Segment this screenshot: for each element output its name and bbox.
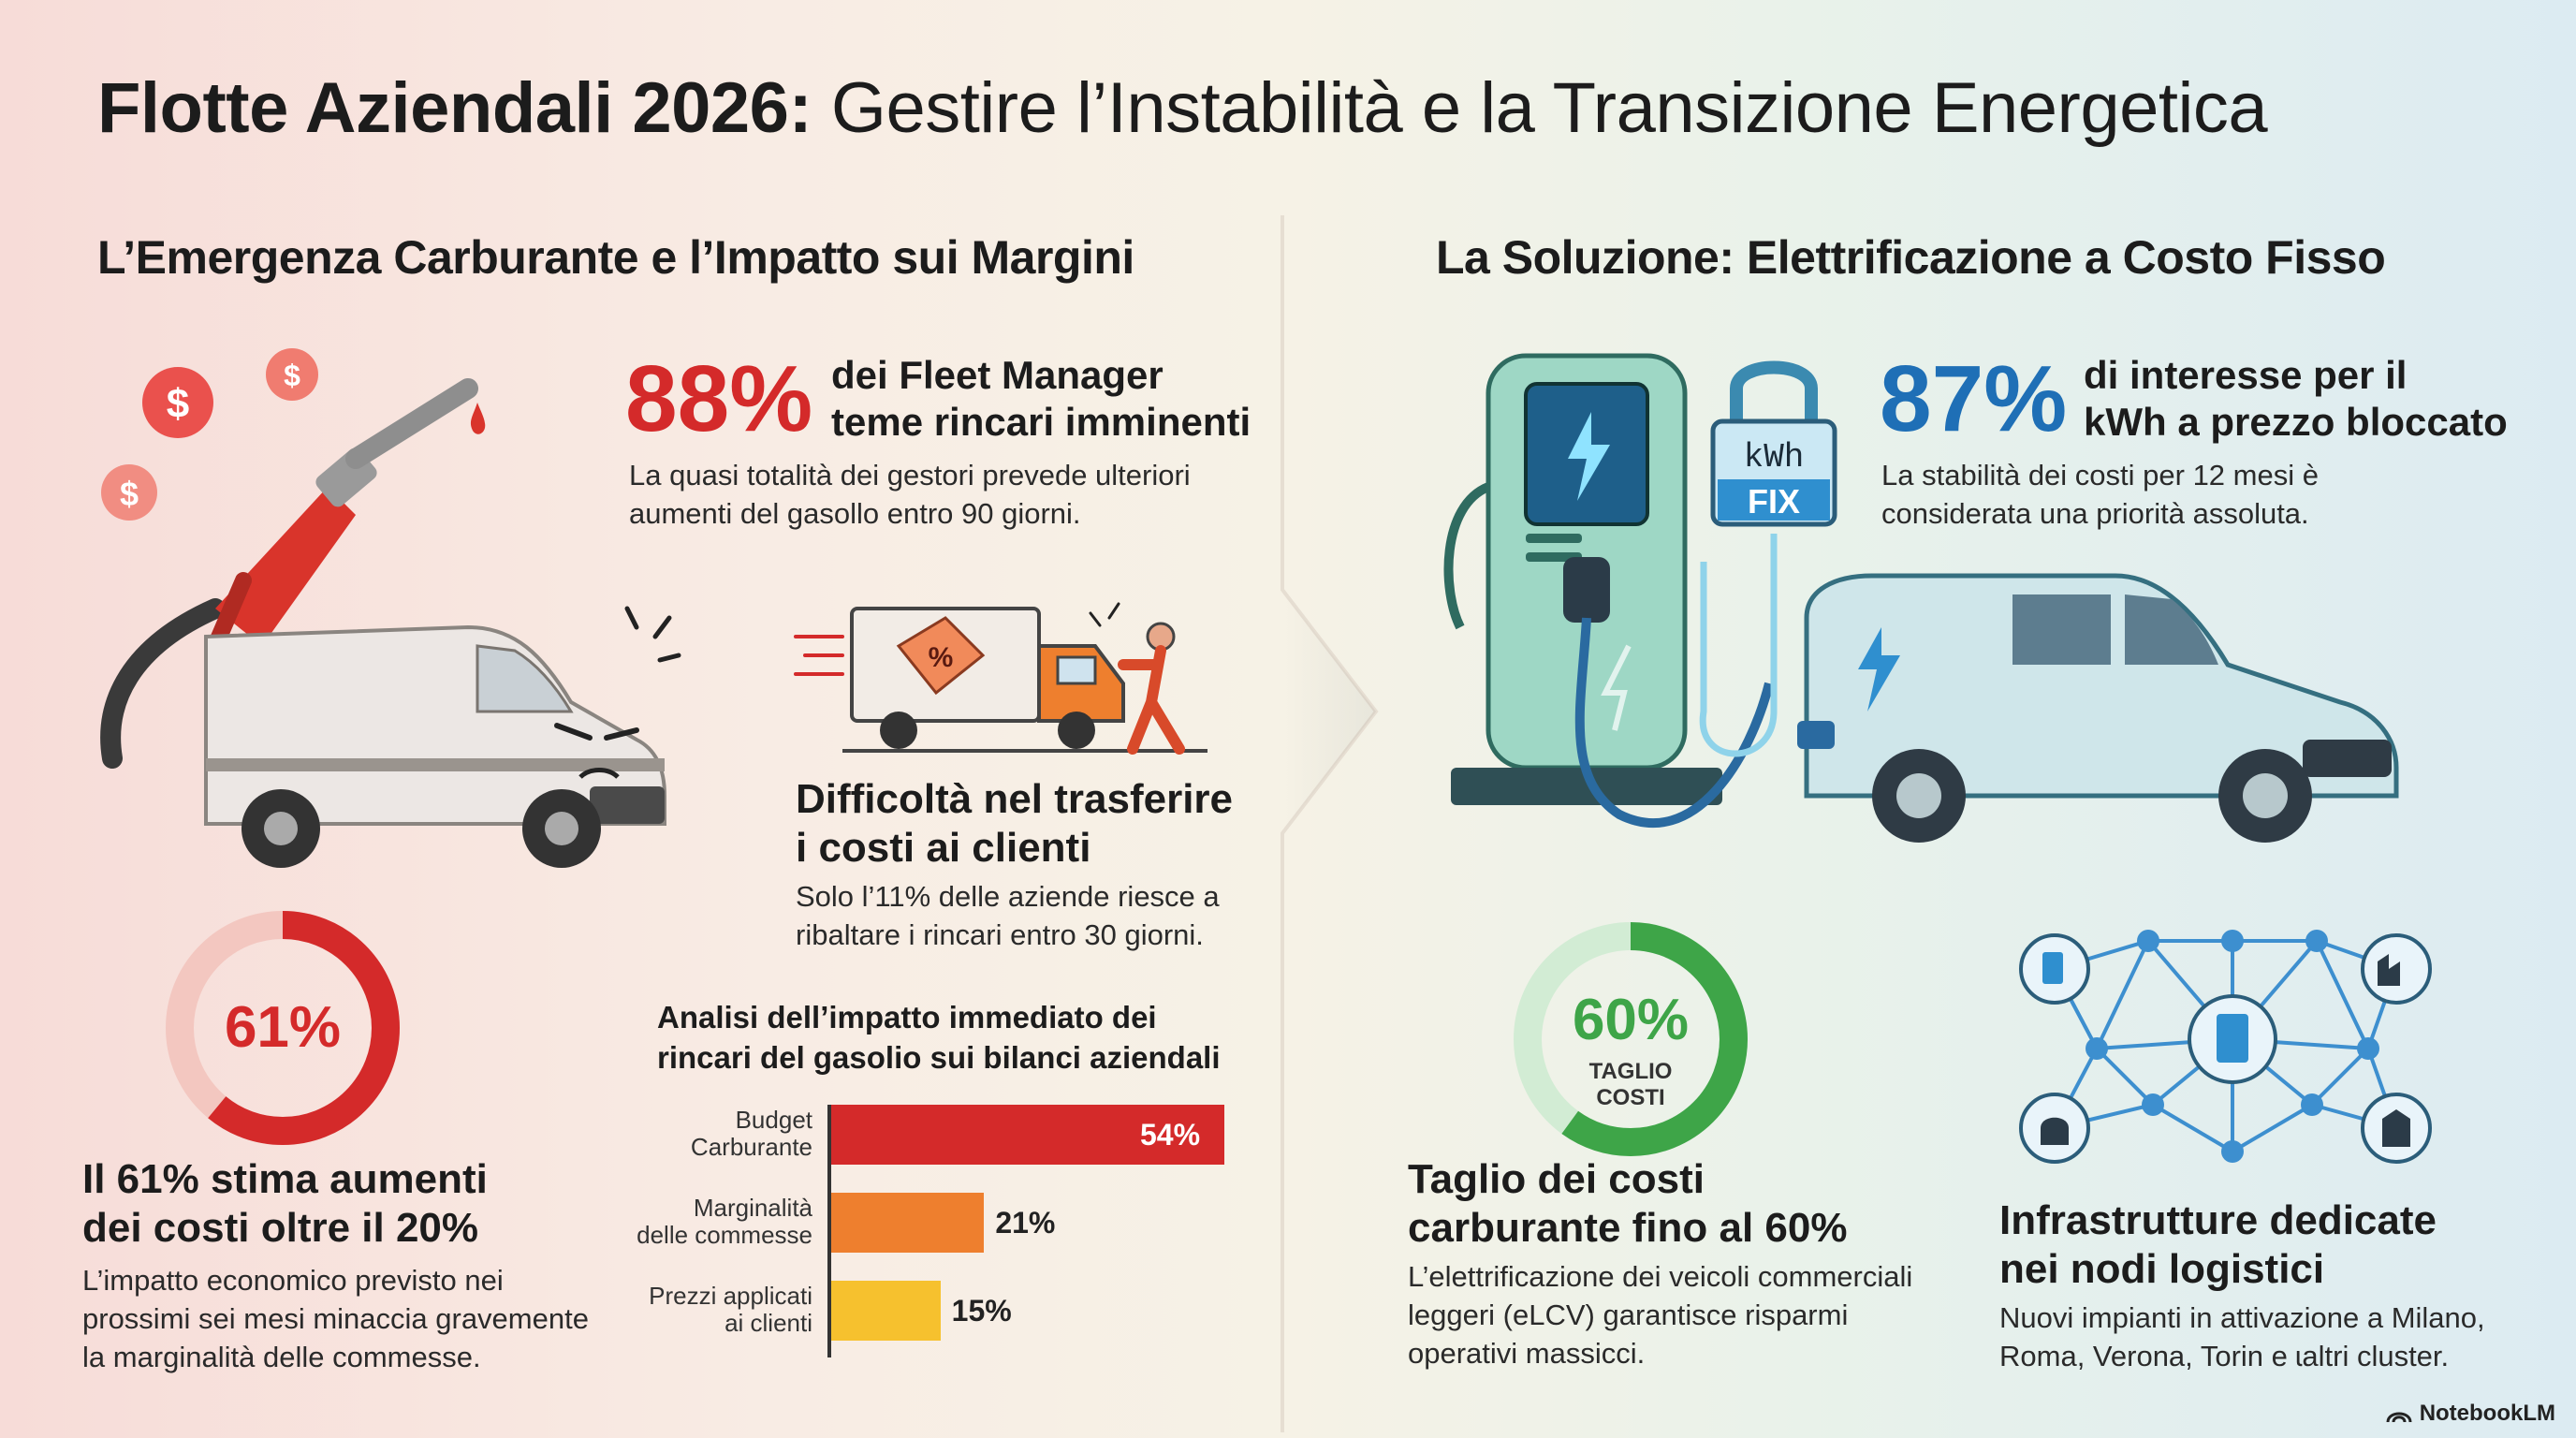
donut-60-sub2: COSTI bbox=[1596, 1085, 1664, 1110]
brand-name: NotebookLM bbox=[2419, 1401, 2555, 1426]
transfer-desc-line1: Solo l’11% delle aziende riesce a bbox=[796, 880, 1220, 913]
chart-title-line1: Analisi dell’impatto immediato dei bbox=[657, 1000, 1157, 1034]
lock-kwh: kWh bbox=[1744, 438, 1805, 477]
donut-61-heading-line2: dei costi oltre il 20% bbox=[82, 1204, 479, 1251]
donut-61-desc: L’impatto economico previsto nei prossim… bbox=[82, 1262, 589, 1377]
bar-category-label-line: Budget bbox=[735, 1106, 812, 1134]
donut-60-desc-line2: leggeri (eLCV) garantisce risparmi bbox=[1408, 1298, 1849, 1331]
electric-van-icon bbox=[1797, 573, 2399, 843]
stat-87-label-line2: kWh a prezzo bloccato bbox=[2084, 400, 2508, 445]
bar bbox=[831, 1281, 941, 1341]
stat-88-label-line1: dei Fleet Manager bbox=[831, 353, 1164, 397]
bar-category-label-line: Carburante bbox=[690, 1132, 812, 1161]
stat-87-desc: La stabilità dei costi per 12 mesi è con… bbox=[1881, 457, 2319, 534]
left-section-heading: L’Emergenza Carburante e l’Impatto sui M… bbox=[97, 231, 1134, 284]
dollar-symbol: $ bbox=[167, 381, 189, 427]
page-title: Flotte Aziendali 2026: Gestire l’Instabi… bbox=[97, 67, 2268, 149]
stat-88-desc: La quasi totalità dei gestori prevede ul… bbox=[629, 457, 1191, 534]
stat-88-desc-line2: aumenti del gasollo entro 90 giorni. bbox=[629, 496, 1081, 530]
dollar-symbol: $ bbox=[120, 475, 139, 513]
bar-value-label: 21% bbox=[995, 1206, 1056, 1240]
stat-87-value: 87% bbox=[1880, 346, 2068, 451]
transfer-heading-line1: Difficoltà nel trasferire bbox=[796, 776, 1234, 822]
donut-61-desc-line3: la marginalità delle commesse. bbox=[82, 1340, 481, 1373]
dollar-coin-small-icon: $ bbox=[101, 464, 157, 521]
dollar-symbol: $ bbox=[284, 359, 300, 392]
donut-61: 61% bbox=[166, 911, 400, 1145]
bar-category-label-line: Prezzi applicati bbox=[649, 1282, 812, 1310]
right-section-heading: La Soluzione: Elettrificazione a Costo F… bbox=[1436, 231, 2386, 284]
stat-87-desc-line1: La stabilità dei costi per 12 mesi è bbox=[1881, 459, 2319, 492]
donut-61-value: 61% bbox=[225, 995, 341, 1060]
infra-desc-line1: Nuovi impianti in attivazione a Milano, bbox=[1999, 1301, 2485, 1334]
stat-88-label: dei Fleet Manager teme rincari imminenti bbox=[831, 352, 1251, 447]
chart-axis bbox=[827, 1105, 831, 1357]
tag-percent: % bbox=[929, 642, 954, 673]
stat-88-desc-line1: La quasi totalità dei gestori prevede ul… bbox=[629, 459, 1191, 492]
lock-cable bbox=[1699, 534, 1778, 757]
infra-desc: Nuovi impianti in attivazione a Milano, … bbox=[1999, 1299, 2485, 1376]
donut-60-heading: Taglio dei costi carburante fino al 60% bbox=[1408, 1155, 1847, 1253]
stat-87-desc-line2: considerata una priorità assoluta. bbox=[1881, 496, 2309, 530]
infra-heading-line1: Infrastrutture dedicate bbox=[1999, 1197, 2437, 1243]
bar-chart: Budget Carburante 54% Marginalità delle comm… bbox=[580, 1105, 1254, 1357]
bar-value-label: 15% bbox=[951, 1294, 1012, 1328]
brand-footer: NotebookLM bbox=[2386, 1401, 2555, 1427]
title-bold: Flotte Aziendali 2026: bbox=[97, 68, 812, 148]
infra-heading: Infrastrutture dedicate nei nodi logisti… bbox=[1999, 1196, 2437, 1294]
donut-61-arc bbox=[166, 911, 400, 1145]
bar-category-label: Marginalità delle commesse bbox=[580, 1195, 812, 1248]
bar bbox=[831, 1105, 1224, 1165]
bar-value-label: 54% bbox=[1140, 1118, 1201, 1152]
truck-pushback-icon: % bbox=[794, 602, 1208, 755]
bar bbox=[831, 1193, 985, 1253]
stat-87-label-line1: di interesse per il bbox=[2084, 353, 2408, 397]
donut-61-heading: Il 61% stima aumenti dei costi oltre il … bbox=[82, 1155, 488, 1253]
bar-category-label-line: delle commesse bbox=[637, 1220, 812, 1249]
donut-61-desc-line2: prossimi sei mesi minaccia gravemente bbox=[82, 1301, 589, 1335]
stat-87-label: di interesse per il kWh a prezzo bloccat… bbox=[2084, 352, 2508, 447]
transfer-desc-line2: ribaltare i rincari entro 30 giorni. bbox=[796, 917, 1204, 951]
bar-category-label-line: ai clienti bbox=[724, 1308, 812, 1337]
bar-category-label-line: Marginalità bbox=[693, 1194, 812, 1222]
dollar-coins-icon: $ $ bbox=[142, 348, 318, 438]
kwh-fix-lock-icon: kWh FIX bbox=[1710, 360, 1837, 527]
transfer-heading-line2: i costi ai clienti bbox=[796, 824, 1091, 871]
infra-desc-line2: Roma, Verona, Torin e ɩaltri cluster. bbox=[1999, 1339, 2450, 1372]
donut-60-arc bbox=[1514, 922, 1748, 1156]
angry-van-icon bbox=[204, 606, 681, 868]
donut-60-desc-line1: L’elettrificazione dei veicoli commercia… bbox=[1408, 1260, 1913, 1293]
donut-60-sub1: TAGLIO bbox=[1589, 1059, 1673, 1084]
donut-60-heading-line1: Taglio dei costi bbox=[1408, 1156, 1705, 1202]
title-rest: Gestire l’Instabilità e la Transizione E… bbox=[830, 68, 2268, 148]
stat-88-value: 88% bbox=[625, 346, 813, 451]
lock-fix: FIX bbox=[1748, 482, 1800, 521]
donut-61-heading-line1: Il 61% stima aumenti bbox=[82, 1156, 488, 1202]
bar-category-label: Budget Carburante bbox=[580, 1107, 812, 1160]
center-divider bbox=[1281, 215, 1379, 1432]
chart-title: Analisi dell’impatto immediato dei rinca… bbox=[657, 998, 1221, 1078]
donut-60: 60% TAGLIO COSTI bbox=[1514, 922, 1748, 1156]
transfer-heading: Difficoltà nel trasferire i costi ai cli… bbox=[796, 775, 1233, 873]
bar-category-label: Prezzi applicati ai clienti bbox=[580, 1283, 812, 1336]
donut-60-heading-line2: carburante fino al 60% bbox=[1408, 1204, 1848, 1251]
notebooklm-logo-icon bbox=[2386, 1412, 2412, 1423]
donut-60-desc-line3: operativi massicci. bbox=[1408, 1336, 1646, 1370]
donut-60-desc: L’elettrificazione dei veicoli commercia… bbox=[1408, 1258, 1912, 1373]
logistics-network-icon bbox=[2019, 930, 2432, 1164]
stat-88-label-line2: teme rincari imminenti bbox=[831, 400, 1251, 445]
transfer-desc: Solo l’11% delle aziende riesce a ribalt… bbox=[796, 878, 1220, 955]
donut-60-value: 60% bbox=[1573, 988, 1689, 1052]
chart-title-line2: rincari del gasolio sui bilanci aziendal… bbox=[657, 1039, 1221, 1075]
charging-station-icon bbox=[1443, 353, 1774, 828]
infra-heading-line2: nei nodi logistici bbox=[1999, 1245, 2325, 1292]
donut-61-desc-line1: L’impatto economico previsto nei bbox=[82, 1264, 504, 1297]
